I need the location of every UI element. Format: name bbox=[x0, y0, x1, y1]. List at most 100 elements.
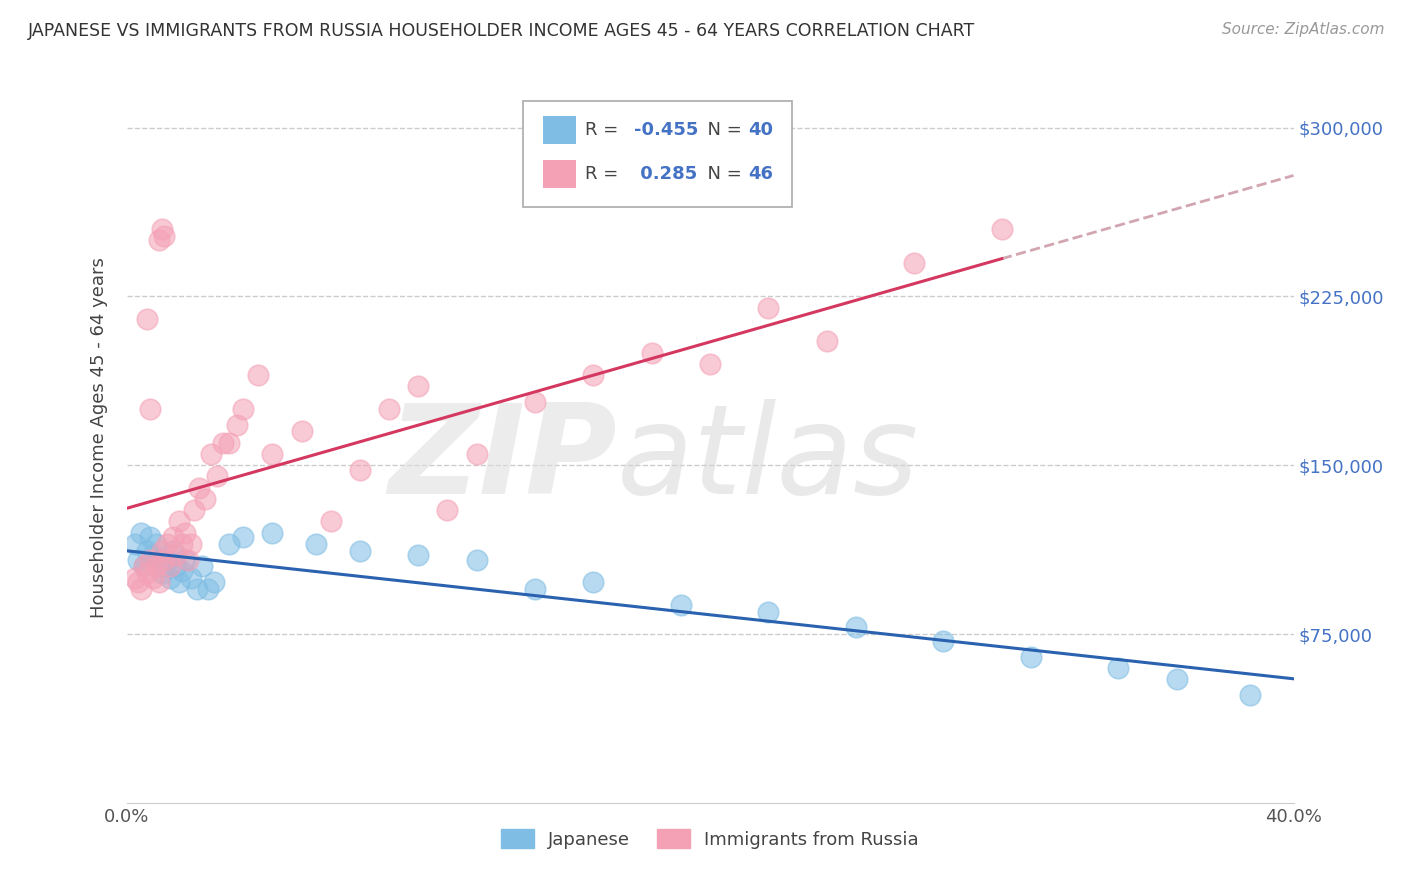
FancyBboxPatch shape bbox=[543, 160, 576, 187]
Point bbox=[183, 503, 205, 517]
Point bbox=[524, 395, 547, 409]
Point bbox=[177, 553, 200, 567]
Point bbox=[127, 553, 149, 567]
Point bbox=[139, 401, 162, 416]
Point bbox=[188, 481, 211, 495]
Point bbox=[124, 537, 146, 551]
Point bbox=[150, 222, 173, 236]
Point bbox=[211, 435, 233, 450]
Point bbox=[124, 571, 146, 585]
Legend: Japanese, Immigrants from Russia: Japanese, Immigrants from Russia bbox=[494, 822, 927, 856]
Point bbox=[699, 357, 721, 371]
Point bbox=[232, 530, 254, 544]
Point bbox=[142, 548, 165, 562]
Point bbox=[170, 564, 193, 578]
Text: 0.285: 0.285 bbox=[634, 165, 697, 183]
Point bbox=[170, 537, 193, 551]
Point bbox=[1019, 649, 1042, 664]
Point bbox=[136, 543, 159, 558]
Y-axis label: Householder Income Ages 45 - 64 years: Householder Income Ages 45 - 64 years bbox=[90, 257, 108, 617]
Point bbox=[153, 553, 176, 567]
Point bbox=[669, 598, 692, 612]
Point bbox=[129, 582, 152, 596]
Point bbox=[167, 515, 190, 529]
Point bbox=[1166, 672, 1188, 686]
Point bbox=[186, 582, 208, 596]
Point bbox=[165, 559, 187, 574]
Text: R =: R = bbox=[585, 121, 624, 139]
Point bbox=[145, 537, 167, 551]
Point bbox=[167, 575, 190, 590]
Text: -0.455: -0.455 bbox=[634, 121, 699, 139]
Point bbox=[524, 582, 547, 596]
Text: ZIP: ZIP bbox=[388, 399, 617, 519]
Point bbox=[139, 530, 162, 544]
Point bbox=[136, 312, 159, 326]
Point bbox=[582, 575, 605, 590]
Point bbox=[218, 435, 240, 450]
Point bbox=[150, 566, 173, 581]
Point bbox=[162, 543, 184, 558]
Point bbox=[378, 401, 401, 416]
Point bbox=[262, 525, 284, 540]
Point bbox=[932, 633, 955, 648]
Point bbox=[174, 553, 197, 567]
Point bbox=[232, 401, 254, 416]
Text: JAPANESE VS IMMIGRANTS FROM RUSSIA HOUSEHOLDER INCOME AGES 45 - 64 YEARS CORRELA: JAPANESE VS IMMIGRANTS FROM RUSSIA HOUSE… bbox=[28, 22, 976, 40]
Point bbox=[153, 559, 176, 574]
Point bbox=[582, 368, 605, 383]
Point bbox=[226, 417, 249, 432]
Point bbox=[180, 537, 202, 551]
Point bbox=[139, 553, 162, 567]
Point bbox=[756, 301, 779, 315]
Text: 40: 40 bbox=[748, 121, 773, 139]
Point bbox=[408, 548, 430, 562]
Text: R =: R = bbox=[585, 165, 624, 183]
Text: 46: 46 bbox=[748, 165, 773, 183]
Point bbox=[148, 233, 170, 247]
Point bbox=[465, 553, 488, 567]
Point bbox=[815, 334, 838, 349]
Point bbox=[159, 571, 181, 585]
Point bbox=[202, 575, 225, 590]
Point bbox=[408, 379, 430, 393]
Point bbox=[153, 228, 176, 243]
Point bbox=[319, 515, 342, 529]
Point bbox=[174, 525, 197, 540]
Point bbox=[156, 537, 179, 551]
Point bbox=[194, 491, 217, 506]
Point bbox=[205, 469, 228, 483]
Text: N =: N = bbox=[696, 121, 748, 139]
Point bbox=[640, 345, 664, 359]
Point bbox=[436, 503, 458, 517]
Point bbox=[129, 525, 152, 540]
FancyBboxPatch shape bbox=[523, 101, 792, 207]
Point bbox=[756, 605, 779, 619]
Point bbox=[156, 553, 179, 567]
Point bbox=[1108, 661, 1130, 675]
FancyBboxPatch shape bbox=[543, 116, 576, 144]
Point bbox=[180, 571, 202, 585]
Point bbox=[136, 566, 159, 581]
Text: Source: ZipAtlas.com: Source: ZipAtlas.com bbox=[1222, 22, 1385, 37]
Point bbox=[145, 559, 167, 574]
Point bbox=[990, 222, 1012, 236]
Point bbox=[127, 575, 149, 590]
Point bbox=[246, 368, 269, 383]
Point bbox=[349, 463, 371, 477]
Point bbox=[148, 575, 170, 590]
Point bbox=[845, 620, 868, 634]
Point bbox=[262, 447, 284, 461]
Point bbox=[165, 548, 187, 562]
Text: N =: N = bbox=[696, 165, 748, 183]
Point bbox=[305, 537, 328, 551]
Point bbox=[132, 559, 155, 574]
Point bbox=[148, 553, 170, 567]
Point bbox=[132, 559, 155, 574]
Point bbox=[197, 582, 219, 596]
Text: atlas: atlas bbox=[617, 399, 918, 519]
Point bbox=[142, 571, 165, 585]
Point bbox=[150, 543, 173, 558]
Point bbox=[465, 447, 488, 461]
Point bbox=[349, 543, 371, 558]
